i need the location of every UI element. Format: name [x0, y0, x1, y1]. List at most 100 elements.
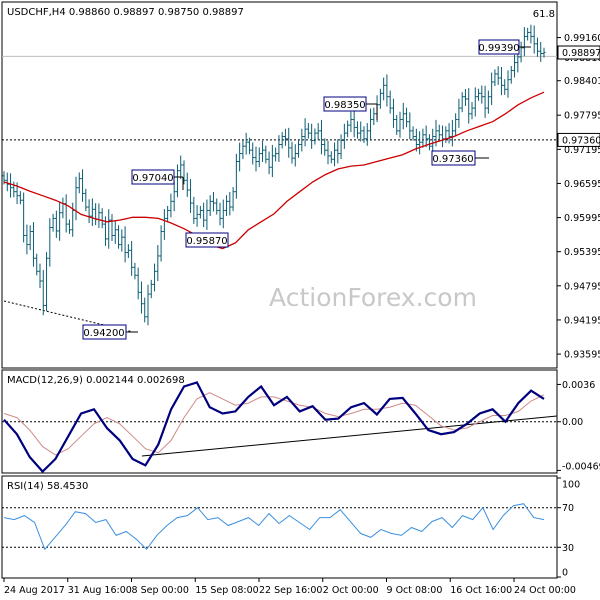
ohlc-bar	[162, 209, 166, 240]
rsi-tick-label: 100	[562, 480, 580, 491]
rsi-tick-label: 0	[562, 568, 568, 579]
fib-level-label: 61.8	[533, 9, 555, 20]
ohlc-bar	[54, 210, 58, 238]
price-tick-label: 0.94195	[564, 315, 600, 326]
ohlc-bar	[418, 131, 422, 155]
svg-text:0.97040: 0.97040	[132, 173, 173, 184]
ohlc-bar	[211, 192, 216, 212]
ohlc-bar	[411, 126, 415, 141]
ohlc-bar	[310, 123, 314, 149]
svg-text:0.97360: 0.97360	[432, 154, 473, 165]
moving-average-line	[3, 91, 545, 250]
rsi-label: RSI(14) 58.4530	[7, 481, 88, 492]
ohlc-bar	[188, 179, 193, 213]
ohlc-bar	[38, 263, 42, 288]
ohlc-bar	[123, 226, 127, 263]
rsi-line	[3, 503, 545, 551]
ohlc-bar	[44, 252, 49, 311]
ohlc-bar	[221, 199, 225, 229]
ohlc-bar	[130, 240, 134, 276]
ohlc-bar	[395, 114, 399, 135]
ohlc-bar	[362, 126, 366, 143]
ohlc-bar	[198, 205, 202, 219]
ohlc-bar	[303, 118, 307, 147]
ohlc-bar	[486, 90, 490, 114]
price-tick-label: 0.96595	[564, 179, 600, 190]
annotation-0-98350: 0.98350	[323, 96, 378, 120]
time-tick-label: 16 Oct 16:00	[450, 585, 512, 596]
ohlc-bar	[359, 121, 363, 142]
ohlc-bar	[139, 281, 144, 314]
ohlc-bar	[169, 193, 173, 218]
ohlc-bar	[368, 108, 373, 141]
ohlc-bar	[526, 27, 530, 41]
chart-title-ohlc: USDCHF,H4 0.98860 0.98897 0.98750 0.9889…	[7, 7, 244, 18]
ohlc-bar	[532, 25, 536, 54]
ohlc-bar	[408, 112, 412, 140]
price-tick-label: 0.97795	[564, 111, 600, 122]
rsi-panel-frame	[1, 475, 558, 579]
time-tick-label: 2 Oct 00:00	[323, 585, 379, 596]
time-tick-label: 15 Sep 08:00	[195, 585, 258, 596]
ohlc-bar	[490, 72, 494, 106]
price-tick-label: 0.98401	[564, 76, 600, 87]
ohlc-bar	[342, 123, 346, 149]
ohlc-bar	[156, 245, 160, 282]
macd-tick-label: 0.00	[562, 417, 583, 428]
price-tick-label: 0.99160	[564, 33, 600, 44]
ohlc-bar	[336, 139, 340, 164]
ohlc-bar	[185, 172, 189, 197]
ohlc-bar	[529, 24, 533, 44]
ohlc-bar	[509, 65, 513, 84]
ohlc-bar	[382, 77, 386, 101]
ohlc-bar	[231, 187, 235, 212]
ohlc-bar	[110, 213, 114, 242]
ohlc-bar	[5, 172, 9, 192]
time-tick-label: 31 Aug 16:00	[68, 585, 132, 596]
ohlc-bar	[159, 225, 163, 262]
ohlc-bar	[172, 180, 176, 212]
ohlc-bar	[182, 160, 186, 185]
ohlc-bar	[535, 37, 540, 57]
ohlc-bar	[205, 199, 209, 230]
ohlc-bar	[247, 137, 252, 155]
price-tick-label: 0.93595	[564, 350, 600, 361]
ohlc-bar	[90, 198, 94, 226]
ohlc-bar	[80, 169, 85, 202]
ohlc-bar	[25, 224, 29, 255]
ohlc-bar	[267, 151, 271, 175]
ohlc-bar	[195, 205, 199, 227]
ohlc-bar	[84, 188, 88, 212]
ohlc-bar	[319, 119, 324, 155]
svg-text:0.97360: 0.97360	[562, 135, 600, 146]
rsi-axis: 100 70 30 0	[557, 477, 580, 579]
ohlc-bar	[277, 135, 281, 162]
ohlc-bar	[31, 222, 36, 267]
ohlc-bar	[48, 218, 52, 267]
ohlc-bar	[234, 153, 238, 199]
ohlc-bar	[192, 196, 196, 224]
ohlc-bar	[440, 125, 445, 148]
ohlc-bar	[349, 111, 353, 133]
ohlc-bar	[126, 244, 130, 259]
ohlc-bar	[404, 107, 409, 128]
ohlc-bar	[296, 139, 301, 158]
rsi-tick-label: 70	[562, 503, 574, 514]
ohlc-bar	[401, 102, 405, 130]
ohlc-bar	[499, 67, 504, 96]
ohlc-bar	[116, 225, 121, 249]
ohlc-bar	[506, 70, 510, 98]
ohlc-bar	[352, 108, 356, 138]
support-price-marker: 0.97360	[557, 132, 600, 147]
annotation-0-95870: 0.95870	[185, 232, 229, 248]
ohlc-bar	[280, 131, 284, 149]
ohlc-bar	[146, 284, 150, 326]
ohlc-bar	[388, 90, 392, 114]
ohlc-values: 0.98860 0.98897 0.98750 0.98897	[69, 7, 244, 18]
ohlc-bar	[228, 192, 232, 216]
ohlc-bar	[427, 134, 432, 151]
ohlc-bar	[87, 199, 91, 224]
ohlc-bar	[241, 140, 245, 160]
time-tick-label: 22 Sep 16:00	[259, 585, 322, 596]
ohlc-bar	[460, 92, 464, 113]
